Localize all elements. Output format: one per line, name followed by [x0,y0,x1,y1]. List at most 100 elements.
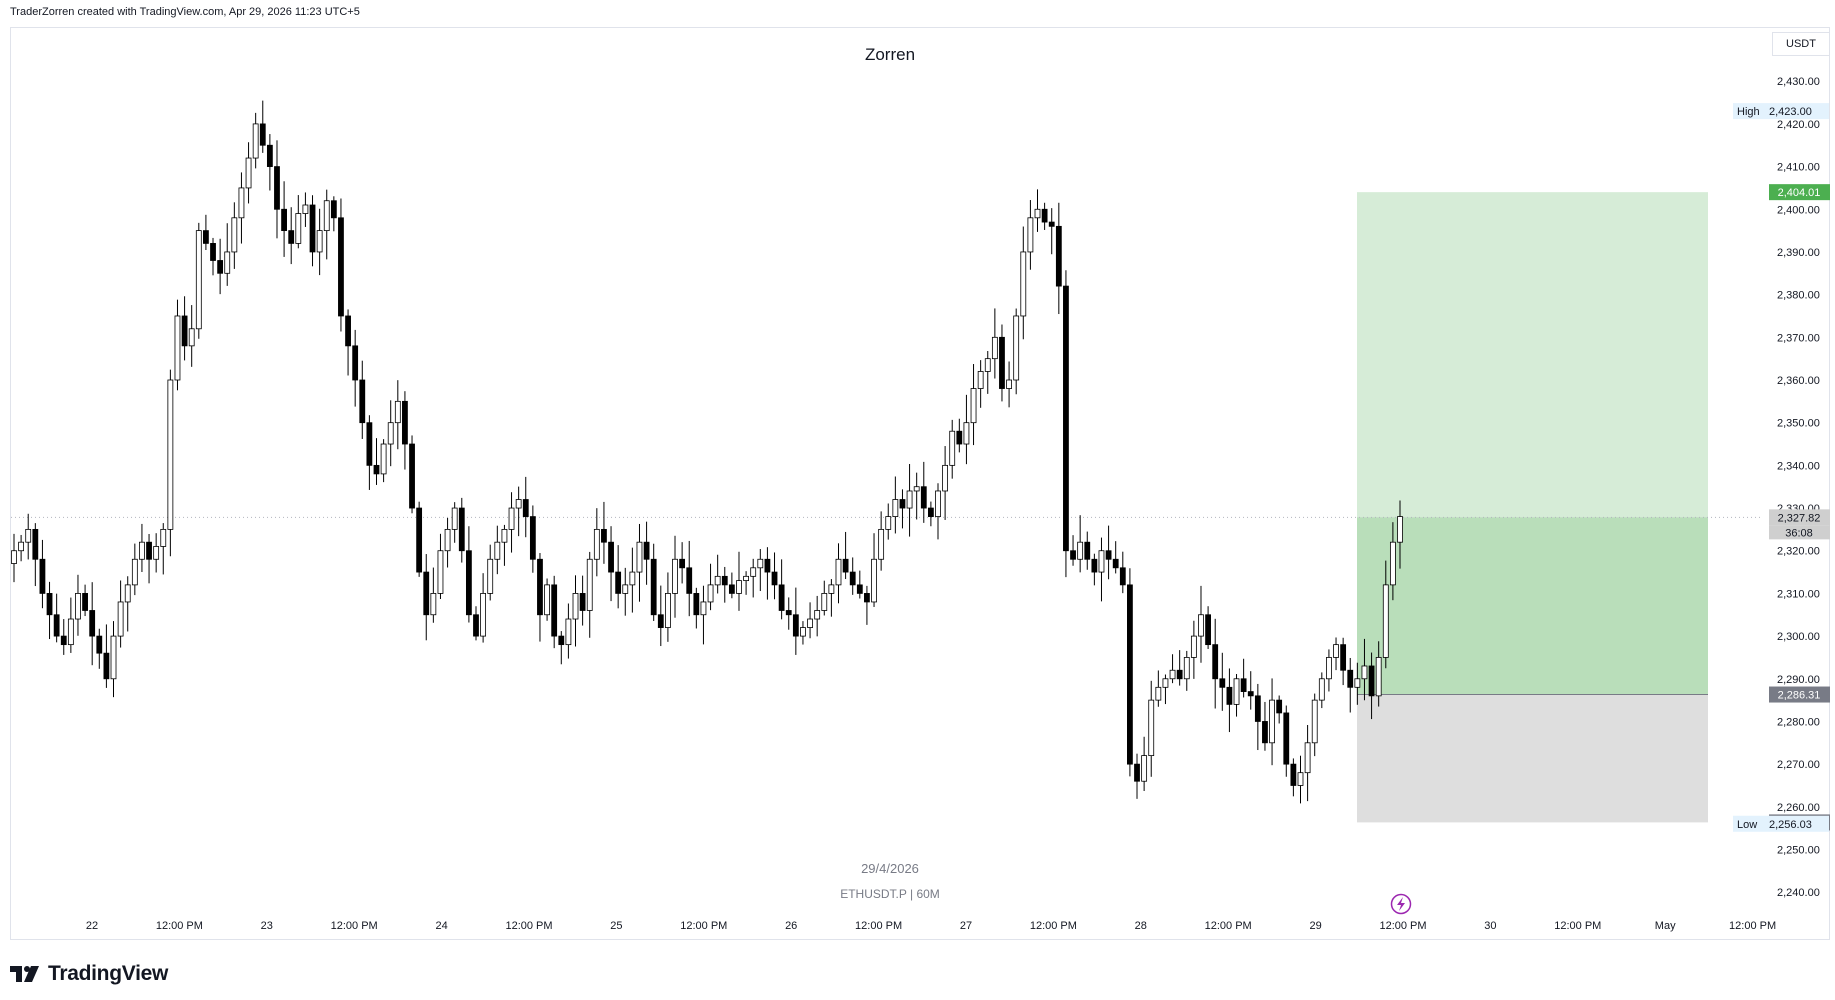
candle [586,551,593,638]
candle-body-up [501,528,508,543]
candle [1169,654,1176,684]
candle [153,533,160,573]
candle [1198,585,1204,663]
candle-body-up [1169,669,1176,680]
target-price-tag: 2,404.01 [1769,184,1830,201]
high-tag-label: High [1737,106,1760,118]
candle [977,360,984,408]
candle-body-up [885,516,892,530]
candle-body-down [32,528,39,560]
lightning-icon[interactable] [1390,893,1412,915]
candle-body-up [1269,699,1275,744]
candle [608,526,614,602]
candle-body-down [465,550,472,616]
candle [785,597,792,630]
candle [295,195,302,249]
candle [359,360,366,439]
candle-body-down [338,217,344,317]
candle-body-up [878,528,885,560]
candle-body-down [686,567,693,594]
candle [181,296,188,361]
candle [1375,641,1382,707]
candle-body-up [394,400,401,424]
candle [970,364,977,446]
candle-body-up [672,558,678,594]
candle [1205,606,1211,649]
tradingview-logo-icon [10,966,39,982]
tradingview-logo[interactable]: TradingView [10,962,168,986]
candle [231,202,238,269]
candle-body-down [373,464,380,475]
candle [1226,668,1233,733]
candle [387,400,394,467]
price-tick-label: 2,240.00 [1777,887,1820,899]
candle [11,533,17,583]
time-tick-label: 26 [785,920,797,932]
candle [629,547,636,613]
candle [949,419,956,479]
candle [238,172,245,244]
candle-body-up [1162,678,1169,688]
currency-selector[interactable]: USDT [1772,32,1830,56]
candle [32,523,39,587]
candle [1048,208,1055,255]
candle-body-up [814,610,821,620]
candle-body-up [1027,217,1034,253]
candle-body-up [1098,550,1105,573]
candle [174,299,181,391]
candle [39,539,46,609]
candle-body-up [743,575,749,582]
candle-body-up [1297,772,1304,786]
candle-body-up [636,541,643,573]
candle-body-up [586,558,593,611]
candle-body-down [1055,225,1062,287]
candle-body-down [529,516,536,560]
price-tick-label: 2,410.00 [1777,162,1820,174]
candle-body-up [494,541,501,560]
candle-body-down [39,558,46,594]
candle-body-down [1254,695,1261,722]
candle [764,547,771,600]
candle [203,214,209,250]
candle-body-down [416,507,423,573]
candle [465,526,472,623]
chart-frame[interactable] [10,27,1830,940]
candle-body-down [366,422,373,466]
candle-body-down [259,123,266,146]
candle-body-down [458,507,465,552]
price-tick-label: 2,300.00 [1777,631,1820,643]
candle-body-down [146,541,152,560]
candle-body-up [195,230,202,330]
candle-body-up [67,618,74,646]
candle-body-up [75,593,81,620]
candle-body-up [750,567,757,577]
price-tick-label: 2,290.00 [1777,674,1820,686]
candle-body-down [402,400,408,445]
candle [160,523,167,575]
candle-body-down [558,635,565,646]
candle [835,543,842,604]
candle [551,575,558,649]
time-tick-label: 22 [86,920,98,932]
candle-body-up [25,528,32,543]
candle [110,621,117,698]
candle-body-up [430,593,437,616]
price-tick-label: 2,360.00 [1777,375,1820,387]
high-tag: High 2,423.00 [1733,103,1829,120]
candle-body-up [124,584,131,603]
candle [330,196,337,232]
low-tag-bg [1733,815,1829,832]
candle-body-up [1304,742,1311,774]
candle-body-up [1148,699,1155,757]
candle [394,380,401,450]
candle [807,602,813,639]
candle-body-down [551,584,558,637]
candle [1397,500,1403,569]
candle-body-down [579,593,586,611]
candle [1254,683,1261,751]
low-tag-value: 2,256.03 [1769,819,1812,831]
candle [89,582,96,666]
candle-body-down [203,230,209,244]
candle [75,574,81,636]
